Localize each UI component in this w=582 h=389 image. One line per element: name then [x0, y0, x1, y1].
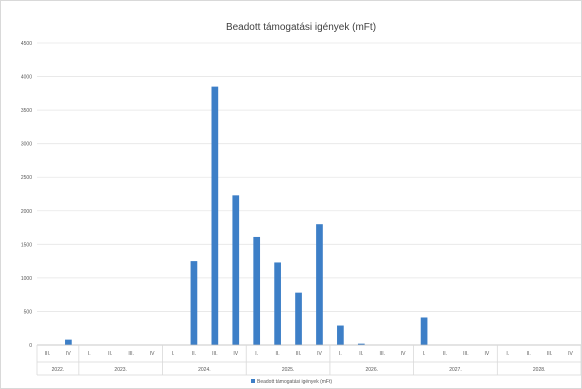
- x-tick-label: I.: [88, 351, 91, 357]
- x-tick-label: III.: [547, 351, 553, 357]
- x-tick-label: I.: [423, 351, 426, 357]
- x-tick-label: I.: [255, 351, 258, 357]
- y-tick-label: 3500: [21, 108, 32, 114]
- x-tick-label: III.: [45, 351, 51, 357]
- x-tick-label: IV: [150, 351, 155, 357]
- x-tick-label: II.: [443, 351, 447, 357]
- x-tick-label: II.: [276, 351, 280, 357]
- legend-swatch: [251, 379, 255, 383]
- x-tick-label: III.: [128, 351, 134, 357]
- bar: [65, 339, 72, 345]
- bar: [357, 343, 365, 345]
- x-tick-label: IV: [401, 351, 406, 357]
- bar: [316, 224, 323, 345]
- bar: [420, 317, 428, 345]
- y-tick-label: 500: [24, 309, 33, 315]
- x-axis: III. IV I. II. III. IV I. II. III. IV I. II. III. IV I…: [36, 344, 581, 376]
- year-label: 2027.: [449, 367, 462, 373]
- bar: [232, 195, 240, 345]
- x-tick-label: IV: [233, 351, 238, 357]
- y-tick-label: 2000: [21, 209, 32, 215]
- bar: [190, 261, 198, 345]
- x-tick-label: II.: [359, 351, 363, 357]
- y-tick-label: 4000: [21, 75, 32, 81]
- y-tick-label: 3000: [21, 142, 32, 148]
- y-tick-label: 4500: [21, 41, 32, 47]
- x-tick-label: I.: [339, 351, 342, 357]
- year-label: 2028.: [533, 367, 546, 373]
- y-axis-ticks: 0 500 1000 1500 2000 2500 3000 3500 4000 4500: [21, 41, 32, 349]
- x-tick-label: II.: [108, 351, 112, 357]
- year-label: 2023.: [114, 367, 127, 373]
- legend: Beadott támogatási igények (mFt): [251, 379, 332, 385]
- bar: [211, 86, 219, 345]
- bar: [337, 325, 344, 345]
- x-tick-label: III.: [296, 351, 302, 357]
- y-tick-label: 2500: [21, 175, 32, 181]
- x-tick-label: IV: [568, 351, 573, 357]
- x-tick-label: IV: [484, 351, 489, 357]
- x-tick-label: II.: [527, 351, 531, 357]
- bar: [274, 262, 281, 345]
- gridlines: [37, 42, 581, 346]
- y-tick-label: 0: [29, 343, 32, 349]
- x-tick-label: III.: [379, 351, 385, 357]
- y-tick-label: 1000: [21, 276, 32, 282]
- legend-label: Beadott támogatási igények (mFt): [257, 379, 332, 385]
- x-tick-label: III.: [463, 351, 469, 357]
- year-label: 2026.: [366, 367, 379, 373]
- chart-title: Beadott támogatási igények (mFt): [226, 22, 376, 33]
- x-tick-label: IV: [66, 351, 71, 357]
- year-label: 2024.: [198, 367, 211, 373]
- bars: [65, 86, 428, 345]
- x-tick-label: II.: [192, 351, 196, 357]
- x-tick-label: IV: [317, 351, 322, 357]
- bar: [295, 292, 302, 345]
- y-tick-label: 1500: [21, 242, 32, 248]
- bar: [253, 236, 261, 345]
- year-label: 2025.: [282, 367, 295, 373]
- x-tick-label: I.: [172, 351, 175, 357]
- year-label: 2022.: [52, 367, 65, 373]
- x-tick-label: III.: [212, 351, 218, 357]
- x-tick-label: I.: [506, 351, 509, 357]
